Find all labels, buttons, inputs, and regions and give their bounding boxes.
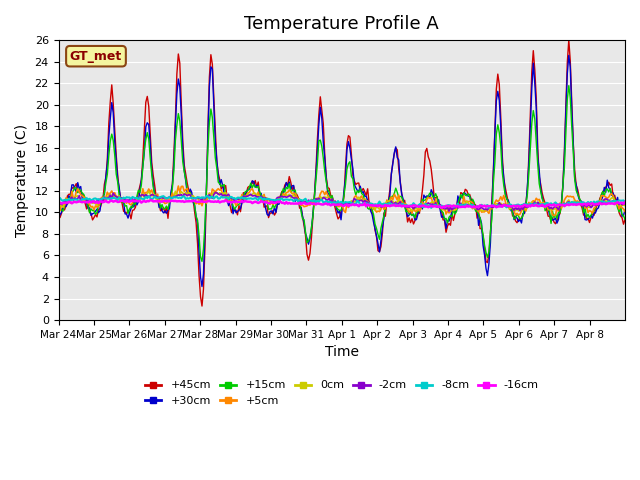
Line: -8cm: -8cm <box>58 196 625 208</box>
-16cm <box>621 199 629 205</box>
-2cm <box>546 206 554 212</box>
Line: +15cm: +15cm <box>58 85 625 262</box>
+5cm <box>54 206 62 212</box>
-8cm <box>621 199 629 205</box>
Line: -16cm: -16cm <box>58 200 625 208</box>
+30cm <box>544 206 552 212</box>
-8cm <box>620 198 627 204</box>
+30cm <box>74 180 81 185</box>
0cm <box>348 198 355 204</box>
+45cm <box>198 303 206 309</box>
-2cm <box>92 199 99 205</box>
Line: 0cm: 0cm <box>58 192 625 211</box>
0cm <box>74 193 81 199</box>
-16cm <box>461 204 469 210</box>
+30cm <box>348 156 355 162</box>
+15cm <box>460 190 468 196</box>
+15cm <box>54 212 62 218</box>
-8cm <box>428 205 435 211</box>
+45cm <box>565 37 573 43</box>
-16cm <box>54 200 62 205</box>
-8cm <box>54 196 62 202</box>
Line: -2cm: -2cm <box>58 192 625 211</box>
+15cm <box>74 190 81 195</box>
+30cm <box>54 215 62 221</box>
-8cm <box>546 201 554 207</box>
+5cm <box>550 213 558 218</box>
-2cm <box>620 201 627 207</box>
0cm <box>460 202 468 207</box>
0cm <box>54 201 62 207</box>
+45cm <box>460 192 468 198</box>
-16cm <box>438 205 445 211</box>
+15cm <box>544 207 552 213</box>
-8cm <box>92 195 99 201</box>
+5cm <box>621 209 629 215</box>
-2cm <box>621 201 629 206</box>
0cm <box>479 208 487 214</box>
-2cm <box>54 203 62 209</box>
0cm <box>546 206 554 212</box>
-2cm <box>445 208 453 214</box>
+30cm <box>565 52 573 58</box>
-8cm <box>203 193 211 199</box>
Legend: +45cm, +30cm, +15cm, +5cm, 0cm, -2cm, -8cm, -16cm: +45cm, +30cm, +15cm, +5cm, 0cm, -2cm, -8… <box>140 376 543 410</box>
-8cm <box>461 202 469 207</box>
-2cm <box>348 202 355 207</box>
Line: +5cm: +5cm <box>58 186 625 216</box>
0cm <box>172 189 179 194</box>
+5cm <box>460 193 468 199</box>
+30cm <box>460 190 468 196</box>
Line: +45cm: +45cm <box>58 40 625 306</box>
-16cm <box>74 199 81 205</box>
-2cm <box>461 203 469 208</box>
+5cm <box>74 186 81 192</box>
+45cm <box>620 221 627 227</box>
+5cm <box>348 201 355 207</box>
Text: GT_met: GT_met <box>70 50 122 63</box>
+45cm <box>544 213 552 219</box>
+45cm <box>54 213 62 219</box>
-8cm <box>74 198 81 204</box>
+5cm <box>620 206 627 212</box>
0cm <box>92 201 99 206</box>
+30cm <box>198 284 206 289</box>
+30cm <box>621 207 629 213</box>
+30cm <box>92 208 99 214</box>
+15cm <box>348 173 355 179</box>
-8cm <box>348 200 355 206</box>
+45cm <box>92 212 99 217</box>
+15cm <box>565 83 573 88</box>
+15cm <box>198 259 206 264</box>
+5cm <box>544 207 552 213</box>
+45cm <box>74 188 81 194</box>
Line: +30cm: +30cm <box>58 55 625 287</box>
-16cm <box>92 200 99 205</box>
-2cm <box>74 196 81 202</box>
-16cm <box>620 201 627 206</box>
+45cm <box>621 216 629 222</box>
+15cm <box>621 216 629 222</box>
-2cm <box>211 190 219 195</box>
+30cm <box>620 213 627 218</box>
+15cm <box>92 211 99 217</box>
Title: Temperature Profile A: Temperature Profile A <box>244 15 439 33</box>
X-axis label: Time: Time <box>324 345 359 360</box>
Y-axis label: Temperature (C): Temperature (C) <box>15 123 29 237</box>
-16cm <box>222 197 230 203</box>
0cm <box>620 202 627 208</box>
-16cm <box>546 202 554 207</box>
+5cm <box>175 183 182 189</box>
+5cm <box>92 203 99 209</box>
-16cm <box>348 202 355 208</box>
+45cm <box>348 151 355 157</box>
0cm <box>621 203 629 208</box>
+15cm <box>620 213 627 219</box>
